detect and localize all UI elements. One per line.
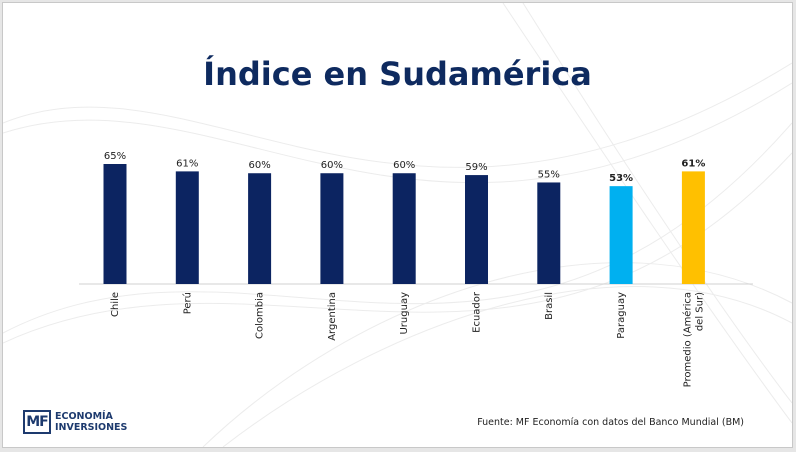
category-label: del Sur) bbox=[694, 292, 705, 331]
bar-paraguay bbox=[609, 186, 633, 284]
logo-mark: MF bbox=[23, 410, 51, 434]
category-label: Brasil bbox=[544, 292, 555, 320]
bar-perú bbox=[175, 171, 199, 284]
logo-line1: ECONOMÍA bbox=[55, 411, 113, 422]
data-label: 59% bbox=[465, 162, 487, 173]
logo: MF ECONOMÍA INVERSIONES bbox=[23, 410, 127, 434]
data-label: 61% bbox=[681, 158, 705, 169]
category-label: Uruguay bbox=[399, 292, 410, 335]
bar-chile bbox=[103, 164, 127, 284]
data-label: 55% bbox=[538, 169, 560, 180]
data-label: 61% bbox=[176, 158, 198, 169]
logo-line2: INVERSIONES bbox=[55, 422, 128, 433]
category-label: Ecuador bbox=[472, 291, 483, 333]
bar-colombia bbox=[248, 173, 272, 284]
bar-argentina bbox=[320, 173, 344, 284]
source-note: Fuente: MF Economía con datos del Banco … bbox=[477, 417, 744, 428]
category-label: Chile bbox=[110, 292, 121, 317]
category-label: Colombia bbox=[255, 292, 266, 339]
bar-chart: 65% Chile 61% Perú 60% Colombia 60% Argentina 60… bbox=[79, 151, 753, 387]
data-label: 65% bbox=[104, 151, 126, 162]
data-label: 53% bbox=[609, 173, 633, 184]
data-label: 60% bbox=[393, 160, 415, 171]
bar-promedio bbox=[681, 171, 705, 284]
category-label: Promedio (América bbox=[681, 292, 693, 387]
data-label: 60% bbox=[248, 160, 270, 171]
data-label: 60% bbox=[321, 160, 343, 171]
category-label: Perú bbox=[181, 292, 193, 314]
category-label: Paraguay bbox=[616, 292, 627, 339]
bar-ecuador bbox=[465, 175, 488, 284]
page-title: Índice en Sudamérica bbox=[203, 55, 592, 93]
category-label: Argentina bbox=[327, 292, 338, 341]
bar-uruguay bbox=[392, 173, 416, 284]
bar-brasil bbox=[537, 182, 561, 284]
